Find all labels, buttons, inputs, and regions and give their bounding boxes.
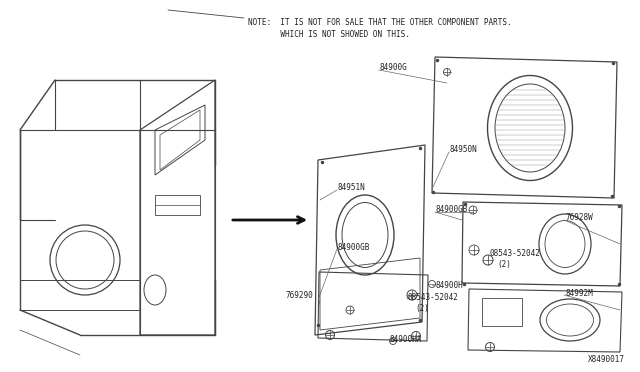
- Text: WHICH IS NOT SHOWED ON THIS.: WHICH IS NOT SHOWED ON THIS.: [248, 30, 410, 39]
- Text: (2): (2): [415, 305, 429, 314]
- Text: 84951N: 84951N: [338, 183, 365, 192]
- Bar: [155, 195, 200, 215]
- Text: X8490017: X8490017: [588, 356, 625, 365]
- Text: 769290: 769290: [285, 291, 313, 299]
- Text: 84900H: 84900H: [435, 280, 463, 289]
- Text: (2): (2): [497, 260, 511, 269]
- Bar: [482, 298, 522, 326]
- Text: 08543-52042: 08543-52042: [490, 248, 541, 257]
- Text: 84900GB: 84900GB: [436, 205, 468, 215]
- Text: 84992M: 84992M: [565, 289, 593, 298]
- Text: 08543-52042: 08543-52042: [408, 294, 459, 302]
- Text: 84900HA: 84900HA: [390, 336, 422, 344]
- Text: 84900GB: 84900GB: [338, 243, 371, 251]
- Text: NOTE:  IT IS NOT FOR SALE THAT THE OTHER COMPONENT PARTS.: NOTE: IT IS NOT FOR SALE THAT THE OTHER …: [248, 18, 511, 27]
- Text: 76928W: 76928W: [565, 214, 593, 222]
- Text: 84900G: 84900G: [380, 64, 408, 73]
- Text: 84950N: 84950N: [450, 145, 477, 154]
